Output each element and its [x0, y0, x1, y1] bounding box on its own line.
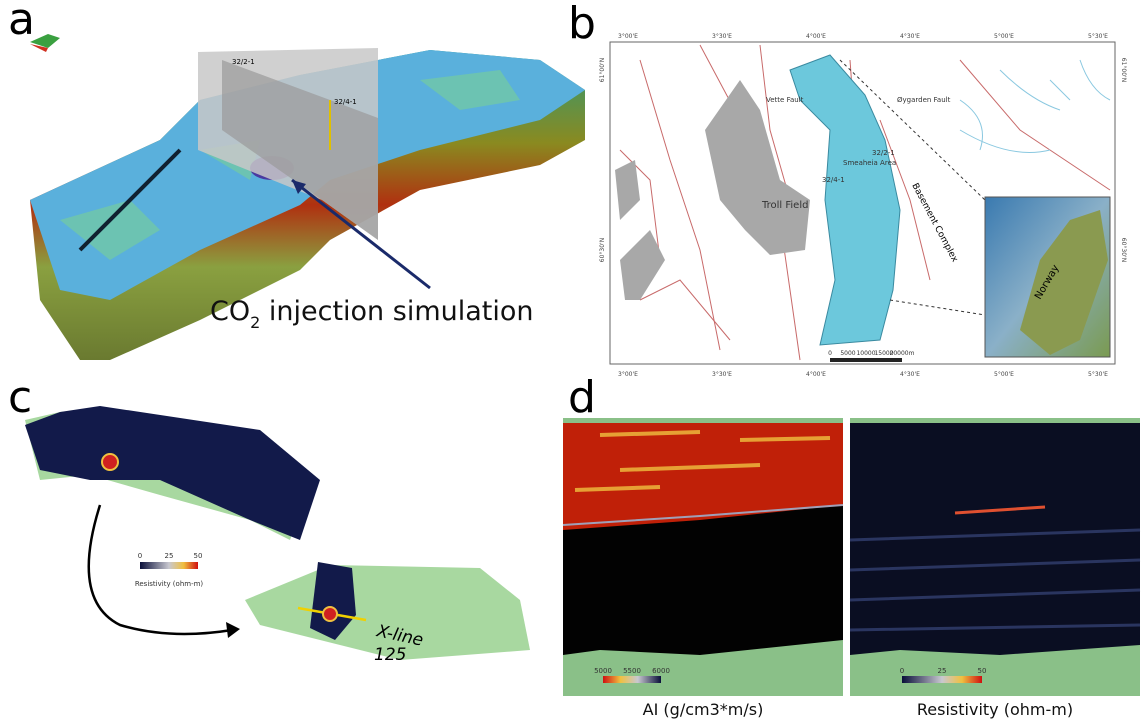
well-label: 32/2-1: [872, 149, 895, 157]
panel-label: b: [568, 0, 596, 49]
colorbar: [603, 676, 661, 683]
link-arrow: [89, 505, 232, 634]
colorbar-tick-label: 50: [978, 667, 987, 675]
colorbar-tick-label: 5000: [594, 667, 612, 675]
latitude-label: 61°00'N: [599, 58, 606, 82]
longitude-label: 3°00'E: [618, 371, 638, 378]
x-line-label: 125: [374, 645, 406, 665]
longitude-label: 5°30'E: [1088, 371, 1108, 378]
annotation-subscript: 2: [250, 313, 260, 332]
longitude-label: 4°00'E: [806, 371, 826, 378]
colorbar-ticks: 0 25 50: [138, 552, 203, 560]
co2-plume: [323, 607, 337, 621]
link-arrow-head: [226, 622, 240, 638]
longitude-label: 4°30'E: [900, 33, 920, 40]
scale-label: 5000: [840, 350, 855, 357]
panel-a: a 32/2-1 32/4-1 CO2 injection simulation: [8, 0, 585, 360]
fault-label: Vette Fault: [766, 96, 804, 104]
panel-label: d: [568, 372, 596, 423]
scale-label: 10000: [856, 350, 875, 357]
colorbar-ticks: 5000 5500 6000: [594, 667, 670, 675]
panel-label: c: [8, 372, 32, 423]
well-label: 32/4-1: [334, 98, 357, 106]
longitude-label: 3°00'E: [618, 33, 638, 40]
panel-d: d 5000 5500 6000 AI (g/cm3*m/s) 0 25 50 Resi…: [563, 372, 1140, 719]
area-label: Troll Field: [761, 200, 808, 211]
longitude-label: 5°30'E: [1088, 33, 1108, 40]
resistivity-surface: [25, 406, 320, 540]
area-label: Smeaheia Area: [843, 159, 896, 167]
annotation-text: CO: [210, 296, 250, 327]
longitude-label: 5°00'E: [994, 33, 1014, 40]
panel-label: a: [8, 0, 35, 45]
scale-label: 20000m: [890, 350, 915, 357]
colorbar-title: Resistivity (ohm-m): [135, 580, 204, 588]
colorbar-title: Resistivity (ohm-m): [917, 700, 1073, 719]
latitude-label: 61°00'N: [1120, 58, 1127, 82]
well-label: 32/4-1: [822, 176, 845, 184]
scale-label: 0: [828, 350, 832, 357]
colorbar-tick-label: 0: [900, 667, 904, 675]
colorbar-title: AI (g/cm3*m/s): [643, 700, 764, 719]
scale-bar: [830, 358, 902, 362]
colorbar-tick-label: 0: [138, 552, 142, 560]
fault-label: Øygarden Fault: [897, 96, 951, 104]
colorbar: [140, 562, 198, 569]
annotation-text: injection simulation: [260, 296, 533, 327]
longitude-label: 3°30'E: [712, 33, 732, 40]
colorbar-tick-label: 25: [165, 552, 174, 560]
well-label: 32/2-1: [232, 58, 255, 66]
panel-b: b Norway Vette Fault Øygarden Fault Smea…: [568, 0, 1127, 378]
colorbar-tick-label: 25: [938, 667, 947, 675]
colorbar-tick-label: 50: [194, 552, 203, 560]
latitude-label: 60°30'N: [1120, 238, 1127, 262]
annotation: CO2 injection simulation: [210, 296, 534, 332]
colorbar-tick-label: 6000: [652, 667, 670, 675]
page: a 32/2-1 32/4-1 CO2 injection simulation…: [0, 0, 1148, 722]
longitude-label: 4°30'E: [900, 371, 920, 378]
longitude-label: 3°30'E: [712, 371, 732, 378]
co2-plume: [102, 454, 118, 470]
colorbar: [902, 676, 982, 683]
colorbar-tick-label: 5500: [623, 667, 641, 675]
longitude-label: 5°00'E: [994, 371, 1014, 378]
figure: a 32/2-1 32/4-1 CO2 injection simulation…: [0, 0, 1148, 722]
latitude-label: 60°30'N: [599, 238, 606, 262]
longitude-label: 4°00'E: [806, 33, 826, 40]
